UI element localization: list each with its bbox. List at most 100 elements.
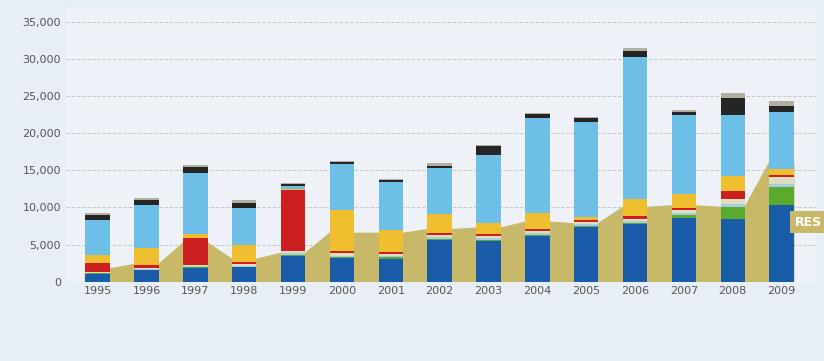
Bar (378, 256, 403, 257)
Bar (720, 204, 745, 207)
Bar (232, 245, 256, 262)
Bar (672, 215, 696, 218)
Bar (134, 200, 159, 205)
Bar (623, 225, 647, 282)
Bar (281, 251, 305, 253)
Bar (672, 194, 696, 208)
Bar (330, 251, 354, 253)
Bar (770, 175, 794, 177)
Bar (720, 207, 745, 219)
Bar (574, 217, 598, 220)
Bar (330, 161, 354, 162)
Bar (134, 270, 159, 282)
Bar (672, 210, 696, 213)
Bar (281, 256, 305, 282)
Bar (378, 182, 403, 230)
Bar (378, 258, 403, 282)
Bar (378, 252, 403, 254)
Bar (525, 213, 550, 229)
Bar (330, 210, 354, 251)
Bar (86, 215, 110, 219)
Bar (623, 48, 647, 51)
Polygon shape (86, 163, 794, 282)
Bar (672, 112, 696, 115)
Bar (770, 177, 794, 184)
Bar (378, 230, 403, 252)
Bar (672, 208, 696, 210)
Bar (574, 117, 598, 118)
Bar (476, 234, 501, 236)
Bar (183, 265, 208, 266)
Bar (623, 51, 647, 57)
Bar (183, 268, 208, 282)
Bar (134, 248, 159, 265)
Bar (720, 99, 745, 115)
Bar (623, 223, 647, 225)
Bar (183, 234, 208, 238)
Bar (330, 256, 354, 257)
Bar (378, 180, 403, 182)
Bar (86, 271, 110, 273)
Bar (672, 115, 696, 194)
Bar (281, 255, 305, 256)
Bar (476, 155, 501, 223)
Bar (525, 236, 550, 282)
Bar (623, 57, 647, 199)
Bar (183, 266, 208, 268)
Bar (476, 223, 501, 234)
Bar (770, 184, 794, 187)
Bar (770, 106, 794, 112)
Bar (232, 208, 256, 245)
Bar (86, 274, 110, 282)
Bar (134, 198, 159, 200)
Bar (378, 257, 403, 258)
Bar (525, 229, 550, 231)
Bar (720, 115, 745, 175)
Bar (281, 253, 305, 255)
Bar (476, 240, 501, 241)
Bar (281, 188, 305, 190)
Bar (525, 113, 550, 114)
Bar (770, 205, 794, 282)
Bar (183, 167, 208, 173)
Bar (623, 216, 647, 218)
Bar (232, 200, 256, 203)
Bar (623, 221, 647, 223)
Bar (428, 235, 452, 238)
Bar (86, 264, 110, 271)
Bar (476, 145, 501, 146)
Bar (720, 175, 745, 191)
Bar (330, 257, 354, 258)
Bar (770, 169, 794, 175)
Bar (281, 183, 305, 184)
Bar (720, 199, 745, 204)
Bar (574, 220, 598, 222)
Bar (330, 164, 354, 210)
Bar (183, 165, 208, 167)
Bar (232, 268, 256, 282)
Bar (672, 213, 696, 215)
Bar (232, 203, 256, 208)
Bar (574, 222, 598, 225)
Bar (672, 110, 696, 112)
Bar (232, 267, 256, 268)
Bar (281, 190, 305, 251)
Bar (232, 266, 256, 267)
Bar (378, 254, 403, 256)
Bar (623, 218, 647, 221)
Bar (476, 146, 501, 155)
Bar (134, 269, 159, 270)
Bar (232, 262, 256, 264)
Bar (281, 184, 305, 186)
Bar (428, 168, 452, 214)
Bar (134, 265, 159, 268)
Bar (574, 118, 598, 122)
Bar (183, 238, 208, 265)
Bar (330, 162, 354, 164)
Bar (281, 186, 305, 188)
Bar (623, 199, 647, 216)
Bar (378, 179, 403, 180)
Text: RES: RES (795, 216, 822, 229)
Bar (330, 258, 354, 282)
Bar (574, 122, 598, 217)
